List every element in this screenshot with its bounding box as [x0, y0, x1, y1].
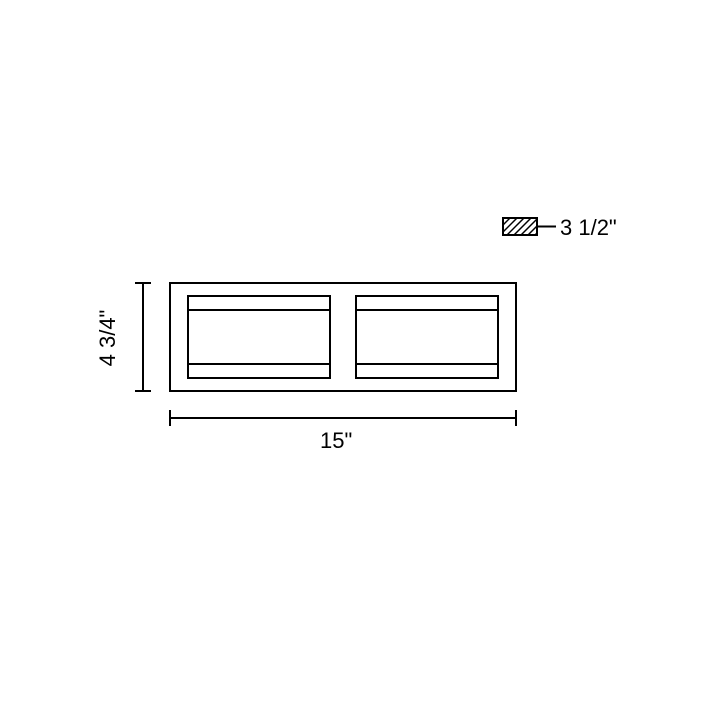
width-dimension-label: 15"	[320, 428, 352, 454]
height-dimension-label: 4 3/4"	[95, 303, 121, 373]
depth-dimension-label: 3 1/2"	[560, 215, 617, 241]
dimension-diagram: 15" 4 3/4" 3 1/2"	[0, 0, 720, 720]
